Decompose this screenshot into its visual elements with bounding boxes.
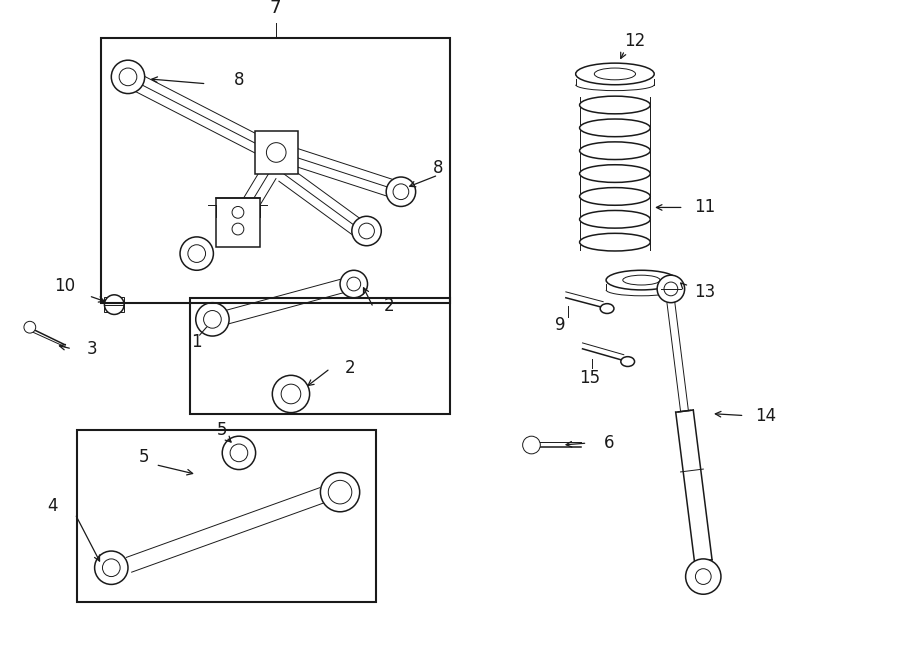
Circle shape <box>94 551 128 584</box>
Circle shape <box>320 473 360 512</box>
Text: 14: 14 <box>756 407 777 424</box>
Text: 11: 11 <box>695 198 716 216</box>
Circle shape <box>686 559 721 594</box>
Circle shape <box>119 68 137 86</box>
Text: 6: 6 <box>604 434 615 452</box>
Circle shape <box>103 559 120 576</box>
Circle shape <box>266 143 286 163</box>
Text: 15: 15 <box>579 369 600 387</box>
Ellipse shape <box>580 119 651 137</box>
Bar <box>255 131 298 174</box>
Circle shape <box>393 184 409 200</box>
Ellipse shape <box>580 165 651 182</box>
Text: 7: 7 <box>270 0 282 17</box>
Bar <box>216 198 259 247</box>
Circle shape <box>346 277 361 291</box>
Circle shape <box>359 223 374 239</box>
Circle shape <box>232 206 244 218</box>
Circle shape <box>112 60 145 94</box>
Text: 13: 13 <box>695 283 716 301</box>
Circle shape <box>340 270 367 297</box>
Circle shape <box>696 568 711 584</box>
Ellipse shape <box>600 303 614 313</box>
Ellipse shape <box>621 357 634 366</box>
Circle shape <box>180 237 213 270</box>
Circle shape <box>195 303 230 336</box>
Text: 1: 1 <box>192 333 202 351</box>
Circle shape <box>657 275 685 303</box>
Circle shape <box>222 436 256 469</box>
Text: 2: 2 <box>383 297 394 315</box>
Ellipse shape <box>580 233 651 251</box>
Text: 4: 4 <box>47 497 58 515</box>
Text: 8: 8 <box>234 71 244 89</box>
Bar <box>190 297 450 414</box>
Circle shape <box>664 282 678 296</box>
Circle shape <box>188 245 205 262</box>
Ellipse shape <box>623 275 660 285</box>
Ellipse shape <box>594 68 635 80</box>
Circle shape <box>523 436 540 454</box>
Circle shape <box>352 216 382 246</box>
Polygon shape <box>676 410 712 562</box>
Circle shape <box>203 311 221 329</box>
Ellipse shape <box>606 270 677 290</box>
Bar <box>76 430 376 602</box>
Circle shape <box>281 384 301 404</box>
Text: 9: 9 <box>554 316 565 334</box>
Circle shape <box>273 375 310 412</box>
Ellipse shape <box>580 142 651 159</box>
Circle shape <box>232 223 244 235</box>
Polygon shape <box>667 302 688 412</box>
Circle shape <box>24 321 36 333</box>
Ellipse shape <box>580 188 651 206</box>
Bar <box>104 297 124 313</box>
Text: 8: 8 <box>433 159 444 177</box>
Text: 3: 3 <box>86 340 97 358</box>
Text: 5: 5 <box>217 421 228 440</box>
Ellipse shape <box>576 63 654 85</box>
Bar <box>102 38 450 303</box>
Text: 10: 10 <box>55 277 76 295</box>
Ellipse shape <box>580 96 651 114</box>
Text: 12: 12 <box>624 32 645 50</box>
Text: 5: 5 <box>139 447 149 466</box>
Circle shape <box>230 444 248 462</box>
Ellipse shape <box>580 210 651 228</box>
Circle shape <box>386 177 416 206</box>
Text: 2: 2 <box>345 360 356 377</box>
Circle shape <box>328 481 352 504</box>
Circle shape <box>104 295 124 315</box>
